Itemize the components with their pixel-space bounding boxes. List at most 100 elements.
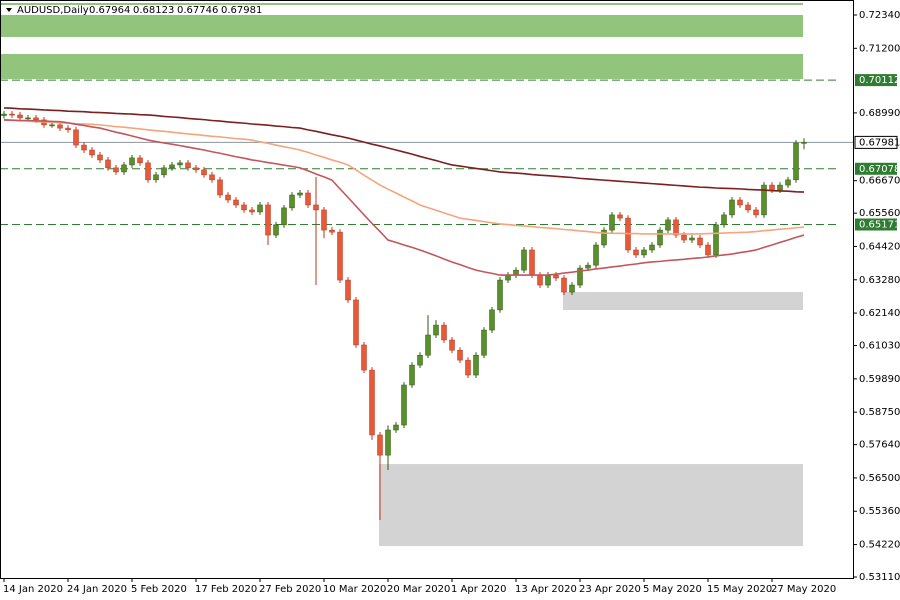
candle-body	[305, 192, 311, 206]
menu-arrow[interactable]	[6, 8, 12, 12]
candle-body	[225, 194, 231, 201]
zone	[563, 292, 803, 311]
candle-body	[585, 264, 591, 269]
candle-body	[25, 117, 31, 120]
y-tick-label: 0.64420	[859, 241, 900, 252]
candle-body	[81, 144, 87, 151]
y-tick-label: 0.57640	[859, 440, 900, 451]
header-symbol: AUDUSD,Daily	[17, 5, 89, 16]
candle-body	[313, 204, 319, 211]
candle-body	[473, 354, 479, 376]
x-tick-label: 24 Jan 2020	[67, 584, 127, 595]
candle-body	[649, 244, 655, 251]
level-label: 0.70112	[859, 75, 900, 86]
y-tick-label: 0.71200	[859, 43, 900, 54]
price-label: 0.67981	[859, 137, 900, 148]
candle-body	[641, 249, 647, 256]
candle-body	[769, 184, 775, 191]
candle-body	[401, 384, 407, 426]
candle-body	[57, 124, 63, 129]
candle-body	[185, 162, 191, 169]
candle-body	[801, 142, 807, 144]
y-tick-label: 0.61030	[859, 341, 900, 352]
moving-average	[3, 107, 805, 193]
candle-body	[385, 429, 391, 456]
candle-body	[561, 277, 567, 293]
candle-body	[33, 117, 39, 121]
x-tick-label: 5 Feb 2020	[131, 584, 187, 595]
candle-body	[249, 209, 255, 213]
header-open: 0.67964	[89, 5, 130, 16]
candle-body	[465, 359, 471, 376]
x-tick-label: 1 Apr 2020	[451, 584, 506, 595]
candle-body	[761, 184, 767, 216]
level-label: 0.65171	[859, 220, 900, 231]
price-label-bg	[854, 135, 898, 149]
candle-body	[73, 129, 79, 146]
candle-body	[633, 249, 639, 256]
x-tick-label: 5 May 2020	[643, 584, 702, 595]
y-tick-label: 0.68990	[859, 108, 900, 119]
candle-body	[369, 369, 375, 436]
y-tick-label: 0.59890	[859, 374, 900, 385]
candle-body	[529, 249, 535, 276]
candle-body	[793, 142, 799, 181]
candle-body	[545, 274, 551, 286]
y-tick-label: 0.66670	[859, 176, 900, 187]
candle-body	[657, 229, 663, 246]
candle-body	[321, 209, 327, 231]
candle-body	[345, 279, 351, 301]
candle-body	[377, 434, 383, 456]
y-tick-label: 0.72340	[859, 10, 900, 21]
x-tick-label: 17 Feb 2020	[195, 584, 257, 595]
zone	[0, 14, 803, 37]
candle-body	[449, 339, 455, 351]
candle-body	[201, 169, 207, 176]
candle-body	[337, 231, 343, 281]
candle-body	[241, 204, 247, 211]
candle-body	[97, 154, 103, 161]
moving-average	[3, 119, 805, 235]
candle-body	[601, 229, 607, 246]
candle-body	[17, 114, 23, 119]
candle-body	[481, 329, 487, 356]
zone	[0, 54, 803, 79]
candle-body	[105, 159, 111, 169]
x-tick-label: 13 Apr 2020	[515, 584, 577, 595]
y-tick-label: 0.55360	[859, 506, 900, 517]
candle-body	[233, 199, 239, 206]
candle-body	[673, 219, 679, 236]
candle-body	[425, 334, 431, 356]
y-tick-label: 0.62140	[859, 308, 900, 319]
candle-body	[297, 192, 303, 196]
candle-body	[393, 424, 399, 431]
level-label: 0.67078	[859, 164, 900, 175]
candle-body	[721, 214, 727, 226]
header-high: 0.68123	[133, 5, 174, 16]
header-low: 0.67746	[177, 5, 218, 16]
y-tick-label: 0.54220	[859, 540, 900, 551]
candle-body	[417, 354, 423, 366]
candle-body	[617, 214, 623, 219]
candle-body	[193, 167, 199, 171]
candle-body	[161, 167, 167, 176]
candle-body	[89, 149, 95, 156]
candle-body	[265, 204, 271, 236]
x-tick-label: 27 May 2020	[771, 584, 836, 595]
candle-body	[681, 234, 687, 241]
level-label-bg	[855, 74, 897, 87]
candle-body	[729, 199, 735, 216]
candle-body	[129, 157, 135, 166]
header-close: 0.67981	[221, 5, 262, 16]
candle-body	[177, 162, 183, 166]
candle-body	[489, 309, 495, 331]
candle-body	[497, 279, 503, 311]
candle-body	[705, 244, 711, 256]
y-tick-label: 0.58750	[859, 407, 900, 418]
x-tick-label: 20 Mar 2020	[387, 584, 450, 595]
candle-body	[1, 113, 7, 116]
y-tick-label: 0.63280	[859, 275, 900, 286]
candle-body	[745, 204, 751, 211]
candle-body	[209, 174, 215, 181]
